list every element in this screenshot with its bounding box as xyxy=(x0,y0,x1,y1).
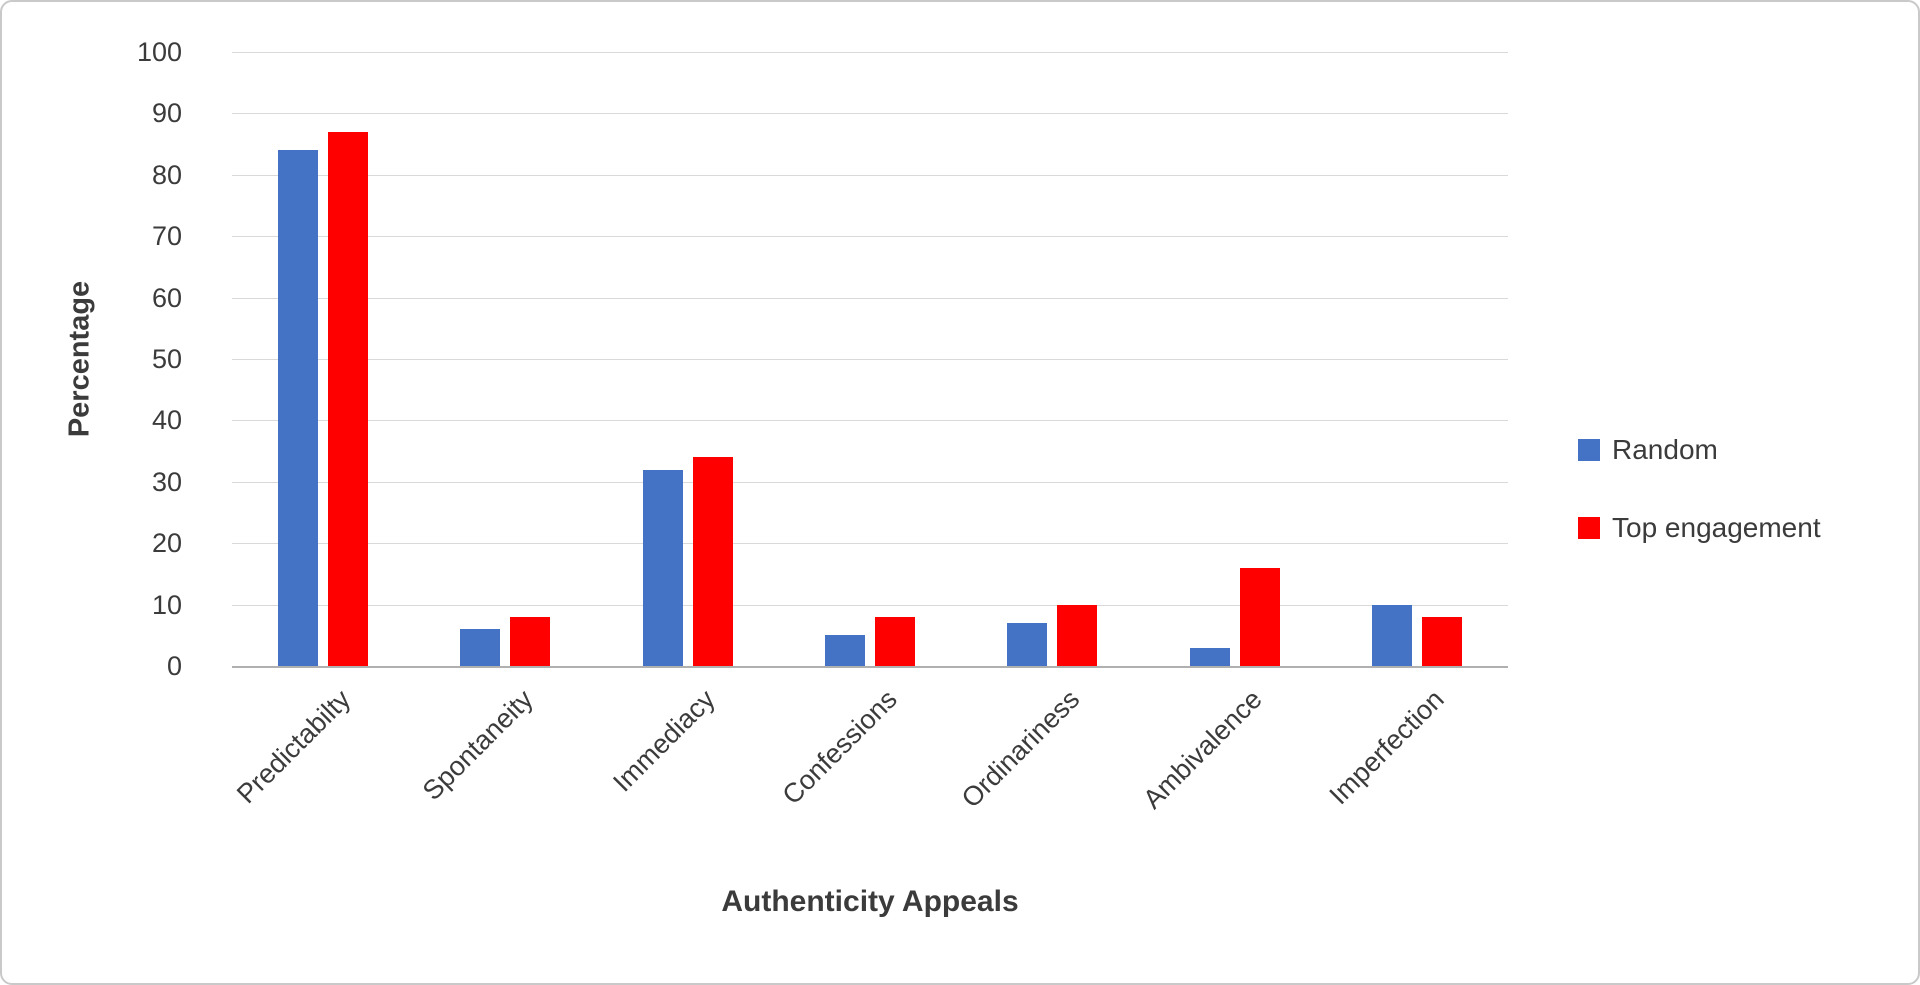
bar-top-engagement xyxy=(875,616,915,666)
legend-label: Random xyxy=(1612,434,1718,465)
legend-item: Random xyxy=(1578,434,1821,466)
gridline xyxy=(232,604,1508,606)
y-tick-label: 30 xyxy=(151,466,182,497)
bar-top-engagement xyxy=(328,131,369,666)
x-category-label: Ordinariness xyxy=(956,684,1086,814)
bar-random xyxy=(642,469,683,666)
bar-top-engagement xyxy=(1421,616,1462,666)
bar-top-engagement xyxy=(692,457,733,666)
legend: Random Top engagement xyxy=(1578,434,1821,544)
gridline xyxy=(232,359,1508,360)
gridline xyxy=(232,420,1508,422)
plot-area xyxy=(232,52,1508,668)
x-axis-line xyxy=(232,666,1508,668)
x-axis-title: Authenticity Appeals xyxy=(721,885,1019,918)
legend-swatch xyxy=(1578,517,1600,539)
y-tick-label: 0 xyxy=(166,651,182,681)
y-tick-label: 100 xyxy=(136,37,182,67)
x-category-label: Immediacy xyxy=(607,684,721,798)
y-tick-label: 10 xyxy=(151,589,182,620)
y-tick-label: 50 xyxy=(151,344,182,374)
legend-swatch xyxy=(1578,439,1600,461)
x-category-label: Imperfection xyxy=(1323,684,1451,811)
gridline xyxy=(232,481,1508,483)
bar-top-engagement xyxy=(1239,567,1280,666)
y-tick-label: 20 xyxy=(151,528,182,559)
x-category-label: Spontaneity xyxy=(416,684,539,807)
gridline xyxy=(232,174,1508,176)
bar-top-engagement xyxy=(510,616,551,666)
bar-random xyxy=(1189,647,1230,666)
x-category-label: Predictabilty xyxy=(231,684,357,810)
bar-random xyxy=(1371,604,1412,666)
x-category-label: Confessions xyxy=(776,684,904,811)
gridline xyxy=(232,297,1508,299)
x-category-label: Ambivalence xyxy=(1137,684,1268,815)
bar-top-engagement xyxy=(1057,604,1098,666)
y-tick-label: 60 xyxy=(151,282,182,313)
bar-random xyxy=(460,629,501,666)
y-axis-ticks: 0 10 20 30 40 50 60 70 80 90 100 xyxy=(2,37,182,681)
y-tick-label: 40 xyxy=(151,405,182,436)
gridline xyxy=(232,52,1508,53)
y-tick-label: 90 xyxy=(151,98,182,129)
legend-label: Top engagement xyxy=(1612,512,1821,543)
legend-item: Top engagement xyxy=(1578,512,1821,544)
gridline xyxy=(232,236,1508,238)
y-tick-label: 70 xyxy=(151,221,182,252)
bar-random xyxy=(825,635,865,666)
gridline xyxy=(232,113,1508,115)
gridline xyxy=(232,543,1508,545)
y-tick-label: 80 xyxy=(151,159,182,190)
x-axis-labels: Predictabilty Spontaneity Immediacy Confess… xyxy=(231,668,1508,908)
bar-random xyxy=(1007,623,1048,666)
bar-random xyxy=(278,150,319,666)
